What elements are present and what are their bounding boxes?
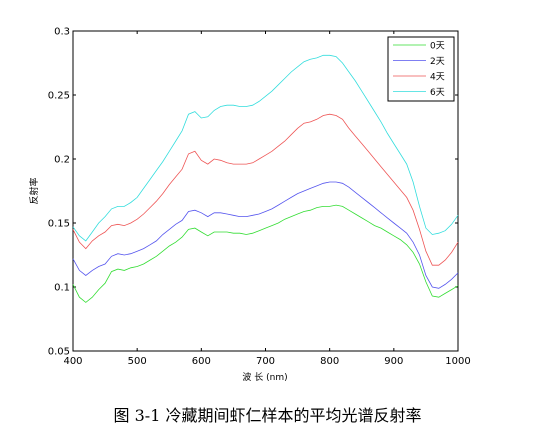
series-line [72, 181, 459, 289]
y-tick-label: 0.15 [48, 219, 70, 230]
reflectance-chart: 400 500 600 700 800 900 1000 0.05 0.1 0.15 0.2 0.2… [28, 27, 471, 384]
series-line [72, 54, 459, 242]
legend-label: 6天 [430, 88, 445, 98]
y-tick-label: 0.3 [54, 27, 70, 38]
y-tick-label: 0.25 [48, 91, 70, 102]
figure-caption: 图 3-1 冷藏期间虾仁样本的平均光谱反射率 [113, 406, 422, 425]
x-tick-label: 400 [63, 356, 82, 367]
legend: 0天 2天 4天 6天 [387, 36, 455, 102]
x-tick-label: 700 [256, 356, 275, 367]
legend-label: 2天 [430, 57, 445, 67]
y-axis-title: 反射率 [28, 177, 40, 204]
series-line [72, 113, 459, 266]
y-tick-label: 0.1 [54, 283, 70, 294]
x-axis-title: 波 长 (nm) [242, 371, 287, 383]
legend-box [387, 36, 455, 102]
x-tick-label: 900 [384, 356, 403, 367]
legend-label: 0天 [430, 42, 445, 52]
legend-label: 4天 [430, 73, 445, 83]
series-lines [72, 54, 459, 303]
y-tick-label: 0.2 [54, 155, 70, 166]
x-ticks: 400 500 600 700 800 900 1000 [63, 31, 471, 367]
y-tick-label: 0.05 [48, 347, 70, 358]
x-tick-label: 600 [192, 356, 211, 367]
x-tick-label: 800 [320, 356, 339, 367]
x-tick-label: 500 [128, 356, 147, 367]
series-line [72, 204, 459, 303]
x-tick-label: 1000 [445, 356, 470, 367]
